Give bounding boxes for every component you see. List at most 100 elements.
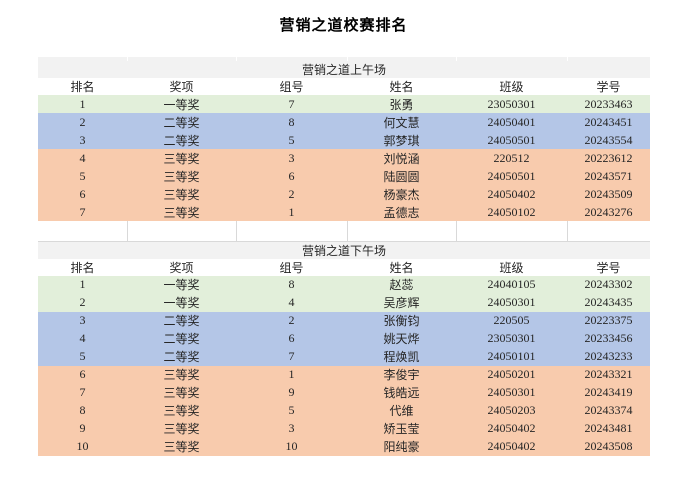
cell-group: 10 (285, 439, 298, 453)
column-header-rank: 排名 (38, 78, 127, 95)
cell-rank: 6 (79, 186, 86, 201)
cell-award: 一等奖 (163, 278, 200, 292)
cell-class: 24050501 (487, 132, 536, 147)
column-header-rank: 排名 (38, 258, 127, 276)
spacer-row-table (38, 221, 650, 242)
cell-group: 2 (288, 186, 295, 201)
cell-student_id: 20223612 (584, 150, 633, 165)
cell-class: 220512 (493, 150, 530, 165)
column-header-award: 奖项 (127, 258, 236, 276)
cell-group: 1 (288, 367, 295, 381)
cell-award: 三等奖 (163, 205, 200, 220)
spacer-cell (567, 221, 650, 242)
cell-rank: 7 (79, 385, 86, 399)
cell-award: 三等奖 (163, 151, 200, 166)
table-row: 6 三等奖 1 李俊宇 24050201 20243321 (38, 365, 651, 384)
table-row: 7 三等奖 1 孟德志 24050102 20243276 (38, 203, 650, 221)
cell-student_id: 20243321 (584, 367, 633, 381)
section-title-row: 营销之道下午场 (38, 241, 651, 259)
cell-group: 7 (288, 96, 295, 111)
cell-student_id: 20243554 (584, 132, 633, 147)
cell-group: 2 (288, 313, 295, 327)
cell-name: 钱皓远 (383, 386, 420, 400)
cell-rank: 1 (79, 277, 86, 291)
section-title-row: 营销之道上午场 (38, 61, 650, 78)
table-row: 2 二等奖 8 何文慧 24050401 20243451 (38, 113, 650, 131)
cell-group: 4 (288, 295, 295, 309)
cell-class: 23050301 (487, 331, 536, 345)
cell-student_id: 20243276 (584, 204, 633, 219)
table-row: 3 二等奖 5 郭梦琪 24050501 20243554 (38, 131, 650, 149)
spacer-cell (38, 221, 128, 242)
cell-student_id: 20233456 (584, 331, 633, 345)
table-row: 4 二等奖 6 姚天烨 23050301 20233456 (38, 329, 651, 348)
cell-name: 杨豪杰 (383, 187, 420, 202)
cell-class: 24050102 (487, 204, 536, 219)
cell-rank: 1 (79, 96, 86, 111)
table-row: 9 三等奖 3 矫玉莹 24050402 20243481 (38, 419, 651, 438)
cell-award: 二等奖 (163, 332, 200, 346)
cell-group: 5 (288, 132, 295, 147)
cell-group: 8 (288, 277, 295, 291)
table-row: 5 三等奖 6 陆圆圆 24050501 20243571 (38, 167, 650, 185)
spacer-cell (456, 221, 568, 242)
ranking-tables: 营销之道上午场 排名 奖项 组号 姓名 班级 学号 1 一等奖 7 张勇 23050301 202334… (38, 57, 651, 456)
cell-class: 24050203 (487, 403, 536, 417)
section-title: 营销之道上午场 (38, 61, 650, 78)
cell-class: 24050402 (487, 439, 536, 453)
cell-rank: 7 (79, 204, 86, 219)
cell-student_id: 20243302 (584, 277, 633, 291)
top-strip-cell (456, 57, 568, 61)
spacer-cell (236, 221, 348, 242)
cell-rank: 5 (79, 349, 86, 363)
spacer-cell (347, 221, 457, 242)
cell-group: 1 (288, 204, 295, 219)
cell-student_id: 20243509 (584, 186, 633, 201)
top-strip-cell (347, 57, 457, 61)
cell-student_id: 20243435 (584, 295, 633, 309)
column-header-name: 姓名 (347, 258, 456, 276)
cell-award: 二等奖 (163, 314, 200, 328)
top-strip-cell (127, 57, 237, 61)
cell-class: 24050402 (487, 421, 536, 435)
column-header-award: 奖项 (127, 78, 236, 95)
cell-award: 二等奖 (163, 115, 200, 130)
top-strip-cell (567, 57, 650, 61)
top-strip-cell (236, 57, 348, 61)
cell-award: 三等奖 (163, 422, 200, 436)
table-row: 1 一等奖 8 赵蕊 24040105 20243302 (38, 275, 651, 294)
cell-name: 刘悦涵 (383, 151, 420, 166)
cell-name: 孟德志 (383, 205, 420, 220)
cell-student_id: 20243451 (584, 114, 633, 129)
cell-rank: 8 (79, 403, 86, 417)
cell-award: 三等奖 (163, 187, 200, 202)
cell-rank: 3 (79, 132, 86, 147)
cell-rank: 6 (79, 367, 86, 381)
table-row: 2 一等奖 4 吴彦辉 24050301 20243435 (38, 293, 651, 312)
table-row: 8 三等奖 5 代维 24050203 20243374 (38, 401, 651, 420)
cell-class: 24050301 (487, 295, 536, 309)
page-title: 营销之道校赛排名 (279, 17, 408, 34)
cell-name: 张勇 (389, 97, 414, 112)
cell-rank: 4 (79, 331, 86, 345)
cell-rank: 2 (79, 295, 86, 309)
cell-student_id: 20243233 (584, 349, 633, 363)
cell-name: 郭梦琪 (383, 133, 420, 148)
cell-name: 赵蕊 (389, 278, 414, 292)
cell-name: 张衡钧 (383, 314, 420, 328)
cell-group: 6 (288, 168, 295, 183)
cell-rank: 9 (79, 421, 86, 435)
cell-student_id: 20243419 (584, 385, 633, 399)
table-row: 6 三等奖 2 杨豪杰 24050402 20243509 (38, 185, 650, 203)
column-header-group: 组号 (236, 258, 347, 276)
cell-name: 何文慧 (383, 115, 420, 130)
cell-class: 220505 (493, 313, 530, 327)
cell-name: 阳纯豪 (383, 440, 420, 454)
cell-name: 吴彦辉 (383, 296, 420, 310)
cell-award: 三等奖 (163, 440, 200, 454)
cell-rank: 4 (79, 150, 86, 165)
column-header-row: 排名 奖项 组号 姓名 班级 学号 (38, 78, 650, 95)
column-header-class: 班级 (456, 258, 567, 276)
section-title: 营销之道下午场 (38, 241, 651, 259)
cell-group: 7 (288, 349, 295, 363)
